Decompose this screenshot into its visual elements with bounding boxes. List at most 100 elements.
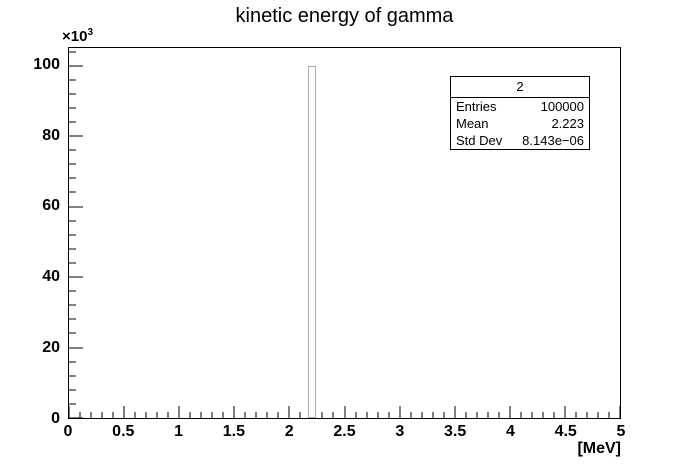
stats-rows: Entries 100000 Mean 2.223 Std Dev 8.143e−06 <box>451 98 589 149</box>
x-axis-tick-label: 1 <box>174 423 184 440</box>
x-axis-minor-tick <box>101 412 103 418</box>
x-axis-minor-tick <box>355 412 357 418</box>
x-axis-minor-tick <box>531 412 533 418</box>
y-axis-minor-tick <box>69 361 76 363</box>
stats-box: 2 Entries 100000 Mean 2.223 Std Dev 8.143e−06 <box>450 76 590 150</box>
x-axis-major-tick <box>399 406 401 418</box>
histogram-bar <box>307 65 317 418</box>
x-axis-tick-label: 2 <box>284 423 294 440</box>
x-axis-major-tick <box>454 406 456 418</box>
y-axis-tick-label: 80 <box>42 126 60 144</box>
x-axis-minor-tick <box>421 412 423 418</box>
y-axis-major-tick <box>69 135 83 137</box>
y-axis-minor-tick <box>69 262 76 264</box>
x-axis-unit-label: [MeV] <box>577 440 621 457</box>
y-axis-minor-tick <box>69 149 76 151</box>
x-axis-major-tick <box>68 406 70 418</box>
x-axis-minor-tick <box>443 412 445 418</box>
y-axis-minor-tick <box>69 403 76 405</box>
x-axis-minor-tick <box>134 412 136 418</box>
x-axis-minor-tick <box>432 412 434 418</box>
x-axis-tick-label: 4 <box>505 423 515 440</box>
x-axis-minor-tick <box>244 412 246 418</box>
y-axis-tick-label: 20 <box>42 339 60 357</box>
y-scale-base: ×10 <box>62 28 88 45</box>
x-axis-minor-tick <box>189 412 191 418</box>
x-axis-minor-tick <box>266 412 268 418</box>
stats-label: Entries <box>456 99 497 114</box>
x-axis-minor-tick <box>553 412 555 418</box>
y-axis-major-tick <box>69 276 83 278</box>
y-axis-minor-tick <box>69 121 76 123</box>
x-axis-minor-tick <box>90 412 92 418</box>
x-axis-minor-tick <box>520 412 522 418</box>
y-axis-minor-tick <box>69 304 76 306</box>
stats-value: 100000 <box>540 99 584 114</box>
x-axis-minor-tick <box>167 412 169 418</box>
x-axis-minor-tick <box>200 412 202 418</box>
x-axis-minor-tick <box>542 412 544 418</box>
y-axis-minor-tick <box>69 234 76 236</box>
x-axis-minor-tick <box>277 412 279 418</box>
x-axis-minor-tick <box>156 412 158 418</box>
x-axis-minor-tick <box>487 412 489 418</box>
x-axis-major-tick <box>619 406 621 418</box>
y-axis-minor-tick <box>69 375 76 377</box>
y-axis-minor-tick <box>69 318 76 320</box>
y-axis-minor-tick <box>69 177 76 179</box>
y-axis-minor-tick <box>69 191 76 193</box>
x-axis-minor-tick <box>465 412 467 418</box>
y-axis-major-tick <box>69 206 83 208</box>
x-axis-minor-tick <box>476 412 478 418</box>
y-axis-minor-tick <box>69 79 76 81</box>
y-axis-minor-tick <box>69 332 76 334</box>
x-axis-minor-tick <box>222 412 224 418</box>
x-axis-minor-tick <box>255 412 257 418</box>
x-axis-tick-label: 1.5 <box>222 423 246 440</box>
y-axis-minor-tick <box>69 290 76 292</box>
x-axis-minor-tick <box>79 412 81 418</box>
y-axis-scale-label: ×103 <box>62 27 93 45</box>
x-axis-minor-tick <box>608 412 610 418</box>
x-axis-major-tick <box>233 406 235 418</box>
x-axis-major-tick <box>123 406 125 418</box>
y-axis-tick-label: 60 <box>42 197 60 215</box>
y-axis-minor-tick <box>69 93 76 95</box>
y-axis-major-tick <box>69 417 83 419</box>
x-axis-tick-label: 5 <box>616 423 626 440</box>
x-axis-minor-tick <box>332 412 334 418</box>
x-axis-minor-tick <box>211 412 213 418</box>
x-axis-tick-label: 3.5 <box>443 423 467 440</box>
y-scale-exponent: 3 <box>87 27 94 38</box>
stats-label: Mean <box>456 116 489 131</box>
y-axis-minor-tick <box>69 220 76 222</box>
x-axis-major-tick <box>178 406 180 418</box>
x-axis-minor-tick <box>377 412 379 418</box>
y-axis-tick-label: 40 <box>42 268 60 286</box>
stats-row: Std Dev 8.143e−06 <box>451 132 589 149</box>
chart-title: kinetic energy of gamma <box>235 5 454 27</box>
stats-row: Entries 100000 <box>451 98 589 115</box>
x-axis-major-tick <box>344 406 345 418</box>
x-axis-tick-label: 3 <box>395 423 405 440</box>
y-axis-major-tick <box>69 347 83 349</box>
y-axis-major-tick <box>69 65 83 67</box>
x-axis-minor-tick <box>586 412 588 418</box>
x-axis-minor-tick <box>299 412 301 418</box>
x-axis-major-tick <box>509 406 511 418</box>
x-axis-minor-tick <box>498 412 500 418</box>
stats-row: Mean 2.223 <box>451 115 589 132</box>
x-axis-minor-tick <box>366 412 368 418</box>
y-axis-minor-tick <box>69 51 76 53</box>
y-axis-tick-label: 100 <box>33 55 60 73</box>
x-axis-tick-label: 0.5 <box>112 423 135 440</box>
x-axis-tick-label: 4.5 <box>554 423 577 440</box>
y-axis-minor-tick <box>69 248 76 250</box>
x-axis-minor-tick <box>597 412 599 418</box>
stats-value: 8.143e−06 <box>522 133 584 148</box>
stats-box-title: 2 <box>451 77 589 98</box>
y-axis-tick-label: 0 <box>51 410 60 427</box>
x-axis-minor-tick <box>112 412 114 418</box>
x-axis-minor-tick <box>575 412 577 418</box>
